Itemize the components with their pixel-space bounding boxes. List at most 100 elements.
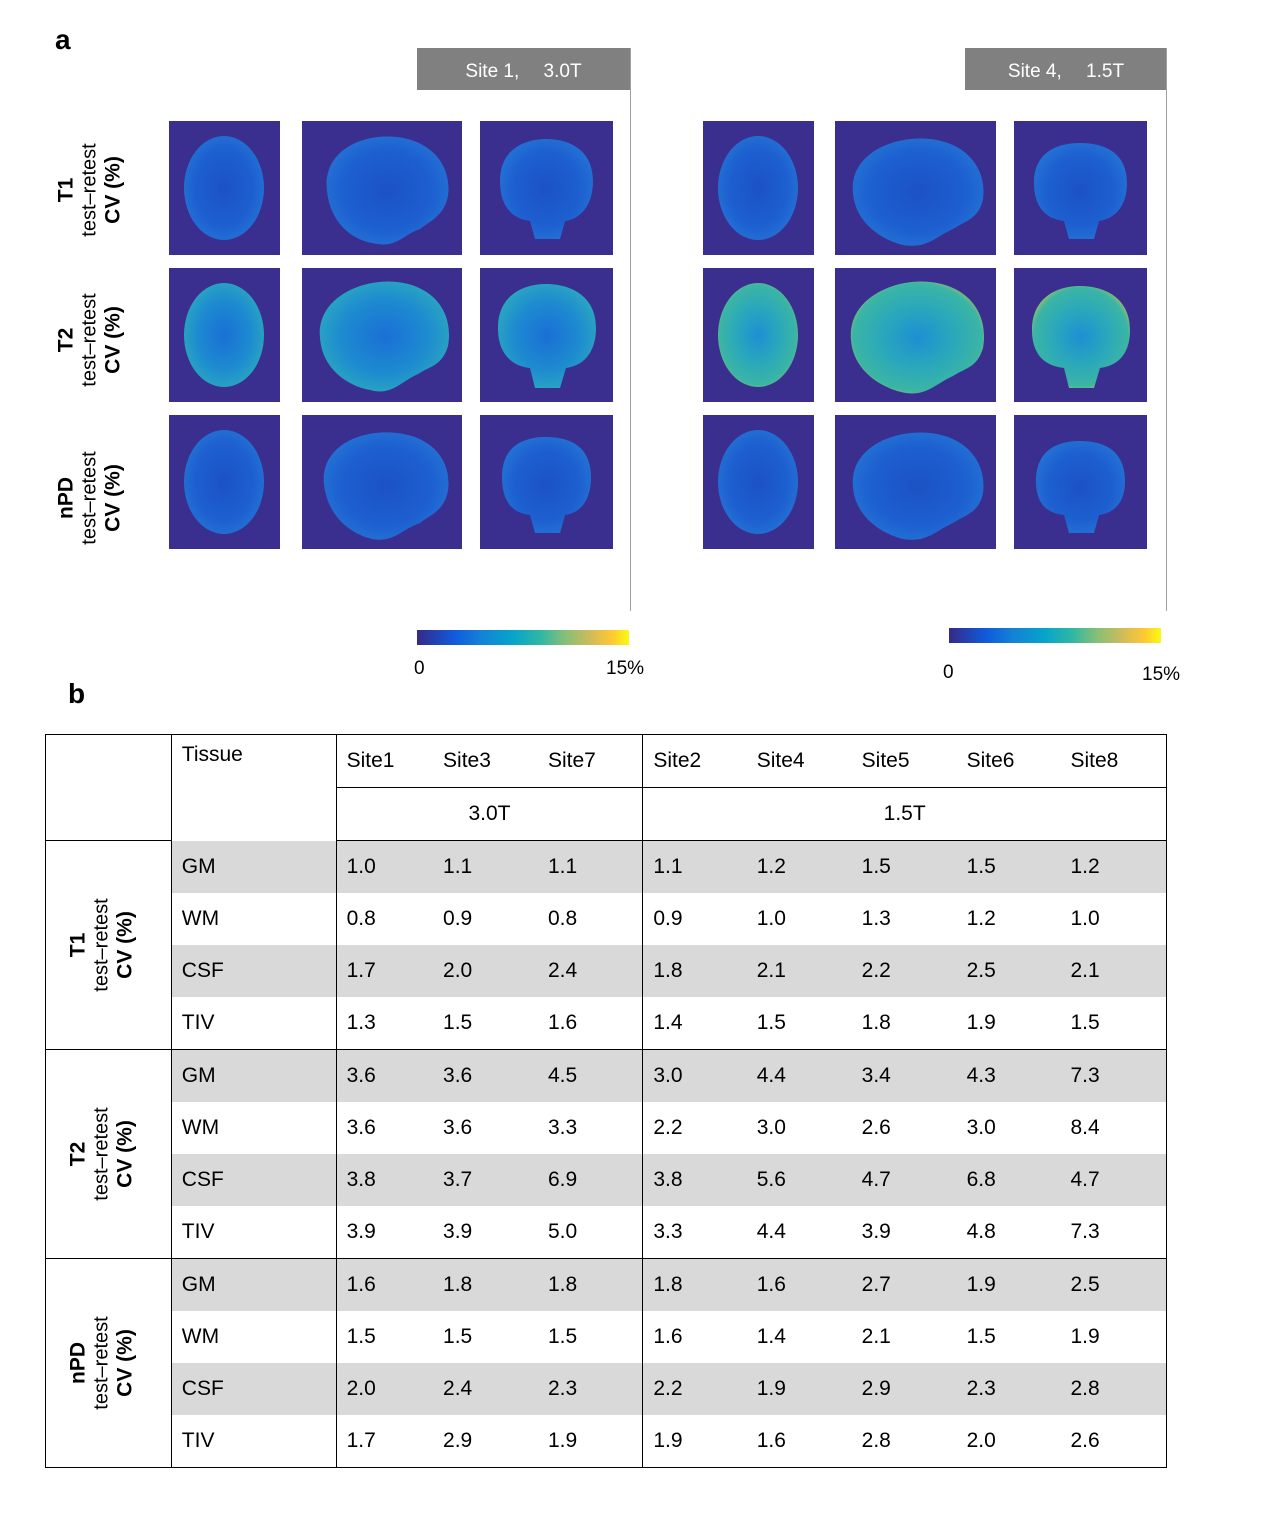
tissue-cell: CSF [171, 945, 337, 997]
site4-npd-axial-image [703, 415, 814, 549]
value-cell: 1.5 [433, 997, 538, 1050]
tissue-cell: GM [171, 840, 337, 893]
value-cell: 7.3 [1060, 1049, 1168, 1102]
header-site: Site1 [335, 734, 434, 788]
value-cell: 0.9 [443, 907, 473, 930]
site1-npd-coronal-image [480, 415, 613, 549]
block-label-t1: T1 test–retest CV (%) [45, 840, 172, 1050]
value-cell: 2.5 [956, 945, 1061, 997]
value-cell: 1.1 [642, 840, 747, 893]
header-tissue: Tissue [171, 734, 337, 841]
header-site: Site6 [956, 734, 1061, 788]
value-cell: 2.2 [642, 1102, 747, 1154]
site4-t1-sagittal-image [835, 121, 996, 255]
tissue-cell: GM [171, 1049, 337, 1102]
site4-divider [1166, 48, 1167, 611]
value-cell: 3.3 [642, 1206, 747, 1259]
value-cell: 1.0 [335, 840, 434, 893]
block-label-line2: test–retest [90, 1107, 113, 1201]
value-cell: 2.0 [433, 945, 538, 997]
value-cell: 1.6 [335, 1258, 434, 1311]
value-cell: 2.8 [1060, 1363, 1168, 1415]
value-cell: 2.1 [1060, 945, 1168, 997]
value-cell: 2.2 [851, 945, 957, 997]
value-cell: 1.2 [746, 840, 852, 893]
colorbar-site4-max: 15% [1142, 664, 1181, 685]
tissue-cell: CSF [171, 1363, 337, 1415]
value-cell: 2.5 [1060, 1258, 1168, 1311]
value-cell: 6.8 [956, 1154, 1061, 1206]
table-row: T2 test–retest CV (%) GM 3.6 3.6 4.5 3.0 4.4 3.4 4… [45, 1049, 1168, 1259]
value-cell: 3.3 [547, 1116, 578, 1139]
header-site: Site3 [433, 734, 538, 788]
value-cell: 1.9 [537, 1415, 643, 1468]
value-cell: 3.9 [851, 1206, 957, 1259]
value-cell: 1.1 [537, 840, 643, 893]
value-cell: 1.9 [1060, 1311, 1168, 1363]
block-label-modality: T2 [66, 1141, 90, 1167]
site4-t2-sagittal-image [835, 268, 996, 402]
block-label-line2: test–retest [90, 1316, 113, 1410]
value-cell: 5.0 [537, 1206, 643, 1259]
value-cell: 4.7 [1060, 1154, 1168, 1206]
table-row: WM 1.5 1.5 1.5 1.6 1.4 2.1 1.5 1.9 [46, 1311, 1168, 1363]
value-cell: 3.0 [642, 1049, 747, 1102]
site-header-1: Site 1, 3.0T [417, 48, 630, 90]
value-cell: 3.4 [851, 1049, 957, 1102]
block-label-modality: nPD [66, 1342, 90, 1385]
value-cell: 1.3 [335, 997, 434, 1050]
site1-divider [630, 48, 631, 611]
tissue-cell: WM [181, 907, 220, 930]
value-cell: 0.8 [335, 893, 434, 945]
value-cell: 1.5 [1060, 997, 1168, 1050]
site4-t1-axial-image [703, 121, 814, 255]
value-cell: 4.8 [956, 1206, 1061, 1259]
tissue-cell: CSF [171, 1154, 337, 1206]
colorbar-site1 [417, 630, 629, 645]
site1-npd-axial-image [169, 415, 280, 549]
value-cell: 1.9 [642, 1415, 747, 1468]
value-cell: 0.8 [547, 907, 578, 930]
value-cell: 3.6 [335, 1049, 434, 1102]
row-label-npd: nPD test–retest CV (%) [54, 451, 125, 545]
value-cell: 1.8 [851, 997, 957, 1050]
header-site: Site4 [746, 734, 852, 788]
value-cell: 1.5 [443, 1325, 473, 1348]
value-cell: 1.9 [956, 997, 1061, 1050]
site-header-4: Site 4, 1.5T [965, 48, 1167, 90]
value-cell: 8.4 [1060, 1102, 1168, 1154]
value-cell: 6.9 [537, 1154, 643, 1206]
tissue-cell: WM [181, 1116, 220, 1139]
value-cell: 2.3 [537, 1363, 643, 1415]
value-cell: 4.3 [956, 1049, 1061, 1102]
value-cell: 2.3 [956, 1363, 1061, 1415]
value-cell: 7.3 [1060, 1206, 1168, 1259]
site1-npd-sagittal-image [302, 415, 462, 549]
block-label-line3: CV (%) [113, 1120, 137, 1188]
value-cell: 1.8 [537, 1258, 643, 1311]
value-cell: 2.8 [851, 1415, 957, 1468]
table-row: CSF 2.0 2.4 2.3 2.2 1.9 2.9 2.3 2.8 [46, 1363, 1168, 1415]
value-cell: 3.9 [335, 1206, 434, 1259]
value-cell: 0.9 [642, 893, 747, 945]
block-label-line3: CV (%) [113, 911, 137, 979]
site4-t2-coronal-image [1014, 268, 1147, 402]
value-cell: 1.5 [335, 1311, 434, 1363]
group-1-5t: 1.5T [642, 787, 1167, 841]
site4-t1-coronal-image [1014, 121, 1147, 255]
table-row: WM 0.8 0.9 0.8 0.9 1.0 1.3 1.2 1.0 [46, 893, 1168, 945]
value-cell: 1.2 [1060, 840, 1168, 893]
value-cell: 1.6 [537, 997, 643, 1050]
value-cell: 5.6 [746, 1154, 852, 1206]
row-label-t1: T1 test–retest CV (%) [54, 143, 125, 237]
site4-npd-coronal-image [1014, 415, 1147, 549]
value-cell: 3.6 [443, 1116, 473, 1139]
panel-b-letter: b [68, 678, 86, 709]
value-cell: 2.9 [433, 1415, 538, 1468]
value-cell: 1.2 [966, 907, 996, 930]
value-cell: 3.8 [642, 1154, 747, 1206]
tissue-cell: GM [171, 1258, 337, 1311]
value-cell: 1.5 [851, 840, 957, 893]
value-cell: 1.5 [746, 997, 852, 1050]
value-cell: 1.0 [756, 907, 786, 930]
